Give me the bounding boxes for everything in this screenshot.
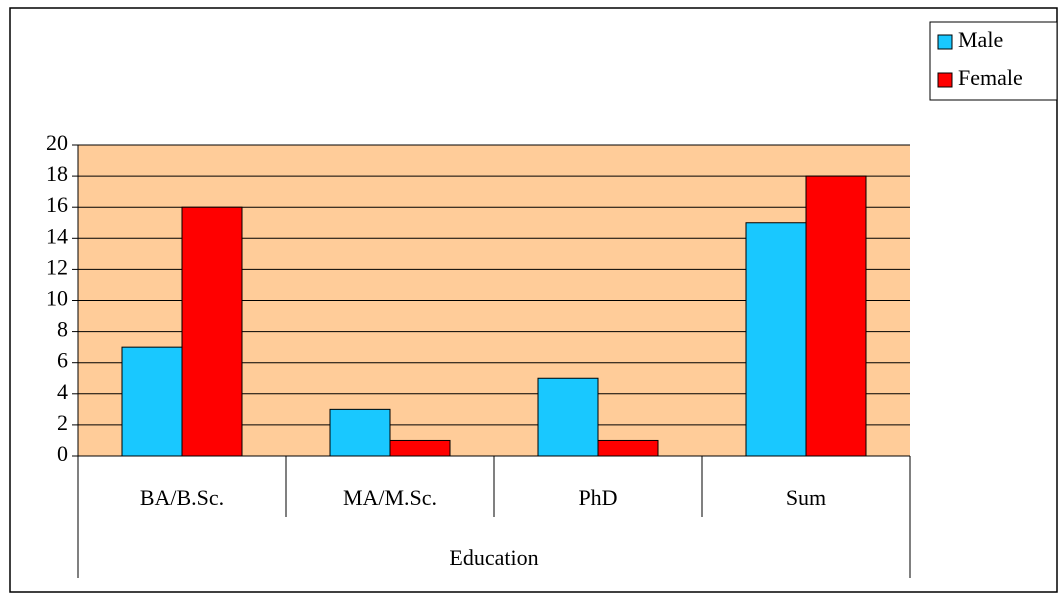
bar — [745, 222, 807, 457]
legend-swatch — [937, 72, 953, 88]
bar — [329, 408, 391, 457]
y-tick-label: 20 — [46, 130, 68, 155]
x-tick-label: Sum — [786, 485, 826, 510]
y-tick-label: 10 — [46, 286, 68, 311]
bar — [597, 439, 659, 457]
legend-label: Female — [958, 65, 1023, 90]
y-tick-label: 8 — [57, 317, 68, 342]
y-tick-label: 18 — [46, 161, 68, 186]
bar — [181, 206, 243, 457]
bar — [805, 175, 867, 457]
y-tick-label: 6 — [57, 348, 68, 373]
y-tick-label: 0 — [57, 441, 68, 466]
y-tick-label: 12 — [46, 254, 68, 279]
legend-swatch — [937, 34, 953, 50]
bar — [537, 377, 599, 457]
bar — [389, 439, 451, 457]
x-tick-label: MA/M.Sc. — [343, 485, 437, 510]
x-tick-label: BA/B.Sc. — [140, 485, 224, 510]
x-tick-label: PhD — [578, 485, 617, 510]
y-tick-label: 16 — [46, 192, 68, 217]
y-tick-label: 14 — [46, 223, 68, 248]
x-axis-label: Education — [449, 545, 538, 570]
legend-label: Male — [958, 27, 1003, 52]
bar — [121, 346, 183, 457]
y-tick-label: 2 — [57, 410, 68, 435]
y-tick-label: 4 — [57, 379, 68, 404]
